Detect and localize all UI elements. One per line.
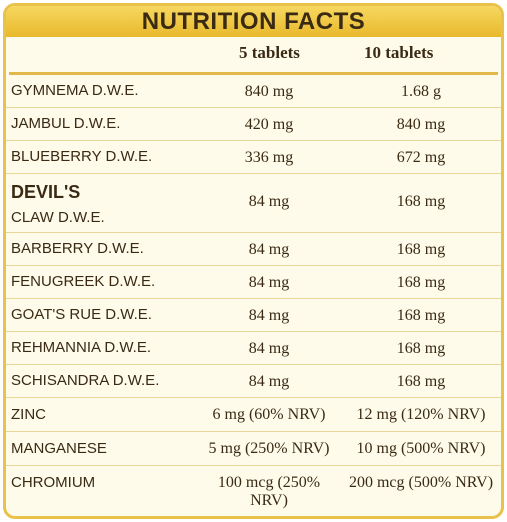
table-row: DEVIL'S CLAW D.W.E. 84 mg 168 mg xyxy=(6,174,501,233)
value-5-tablets: 6 mg (60% NRV) xyxy=(212,406,326,423)
table-row: ZINC 6 mg (60% NRV) 12 mg (120% NRV) xyxy=(6,398,501,432)
value-5-tablets: 5 mg (250% NRV) xyxy=(208,440,330,457)
title-bar: NUTRITION FACTS xyxy=(6,6,501,37)
ingredient-name: REHMANNIA D.W.E. xyxy=(11,339,152,356)
value-5-tablets: 84 mg xyxy=(248,373,290,390)
value-10-tablets: 10 mg (500% NRV) xyxy=(356,440,486,457)
value-10-tablets: 672 mg xyxy=(396,149,446,166)
table-row: BLUEBERRY D.W.E. 336 mg 672 mg xyxy=(6,141,501,174)
ingredient-name: GYMNEMA D.W.E. xyxy=(11,82,139,99)
table-row: MANGANESE 5 mg (250% NRV) 10 mg (500% NR… xyxy=(6,432,501,466)
ingredient-name: BLUEBERRY D.W.E. xyxy=(11,148,153,165)
nutrition-facts-panel: NUTRITION FACTS 5 tablets 10 tablets GYM… xyxy=(3,3,504,519)
ingredient-name-line1: DEVIL'S xyxy=(11,182,81,202)
value-5-tablets: 84 mg xyxy=(248,307,290,324)
column-header-5-tablets: 5 tablets xyxy=(239,43,300,62)
value-10-tablets: 168 mg xyxy=(396,307,446,324)
value-10-tablets: 168 mg xyxy=(396,193,446,210)
table-row: GOAT'S RUE D.W.E. 84 mg 168 mg xyxy=(6,299,501,332)
table-row: JAMBUL D.W.E. 420 mg 840 mg xyxy=(6,108,501,141)
header-divider xyxy=(9,72,498,75)
value-10-tablets: 12 mg (120% NRV) xyxy=(356,406,486,423)
table-row: FENUGREEK D.W.E. 84 mg 168 mg xyxy=(6,266,501,299)
value-5-tablets: 420 mg xyxy=(244,116,294,133)
table-row: BARBERRY D.W.E. 84 mg 168 mg xyxy=(6,233,501,266)
panel-title: NUTRITION FACTS xyxy=(141,7,366,35)
value-5-tablets: 336 mg xyxy=(244,149,294,166)
ingredient-name: CHROMIUM xyxy=(11,474,96,491)
value-10-tablets: 1.68 g xyxy=(401,83,441,100)
ingredient-name: JAMBUL D.W.E. xyxy=(11,115,121,132)
value-10-tablets: 200 mcg (500% NRV) xyxy=(348,474,494,491)
value-5-tablets: 84 mg xyxy=(248,193,290,210)
table-row: SCHISANDRA D.W.E. 84 mg 168 mg xyxy=(6,365,501,398)
ingredient-name-line2: CLAW D.W.E. xyxy=(11,209,105,226)
table-row: CHROMIUM 100 mcg (250% NRV) 200 mcg (500… xyxy=(6,466,501,509)
ingredient-name: ZINC xyxy=(11,406,46,423)
ingredient-name: BARBERRY D.W.E. xyxy=(11,240,144,257)
table-row: REHMANNIA D.W.E. 84 mg 168 mg xyxy=(6,332,501,365)
value-10-tablets: 168 mg xyxy=(396,373,446,390)
value-5-tablets: 840 mg xyxy=(244,83,294,100)
value-5-tablets: 84 mg xyxy=(248,340,290,357)
ingredient-name: MANGANESE xyxy=(11,440,107,457)
value-10-tablets: 168 mg xyxy=(396,241,446,258)
value-10-tablets: 168 mg xyxy=(396,274,446,291)
table-row: GYMNEMA D.W.E. 840 mg 1.68 g xyxy=(6,75,501,108)
value-10-tablets: 840 mg xyxy=(396,116,446,133)
value-5-tablets: 84 mg xyxy=(248,274,290,291)
value-5-tablets: 100 mcg (250% NRV) xyxy=(217,474,321,509)
ingredient-name: GOAT'S RUE D.W.E. xyxy=(11,306,152,323)
ingredient-name: DEVIL'S CLAW D.W.E. xyxy=(11,179,105,231)
ingredient-name: FENUGREEK D.W.E. xyxy=(11,273,156,290)
column-header-10-tablets: 10 tablets xyxy=(364,43,434,62)
column-header-row: 5 tablets 10 tablets xyxy=(6,37,501,72)
value-5-tablets: 84 mg xyxy=(248,241,290,258)
value-10-tablets: 168 mg xyxy=(396,340,446,357)
ingredient-name: SCHISANDRA D.W.E. xyxy=(11,372,160,389)
